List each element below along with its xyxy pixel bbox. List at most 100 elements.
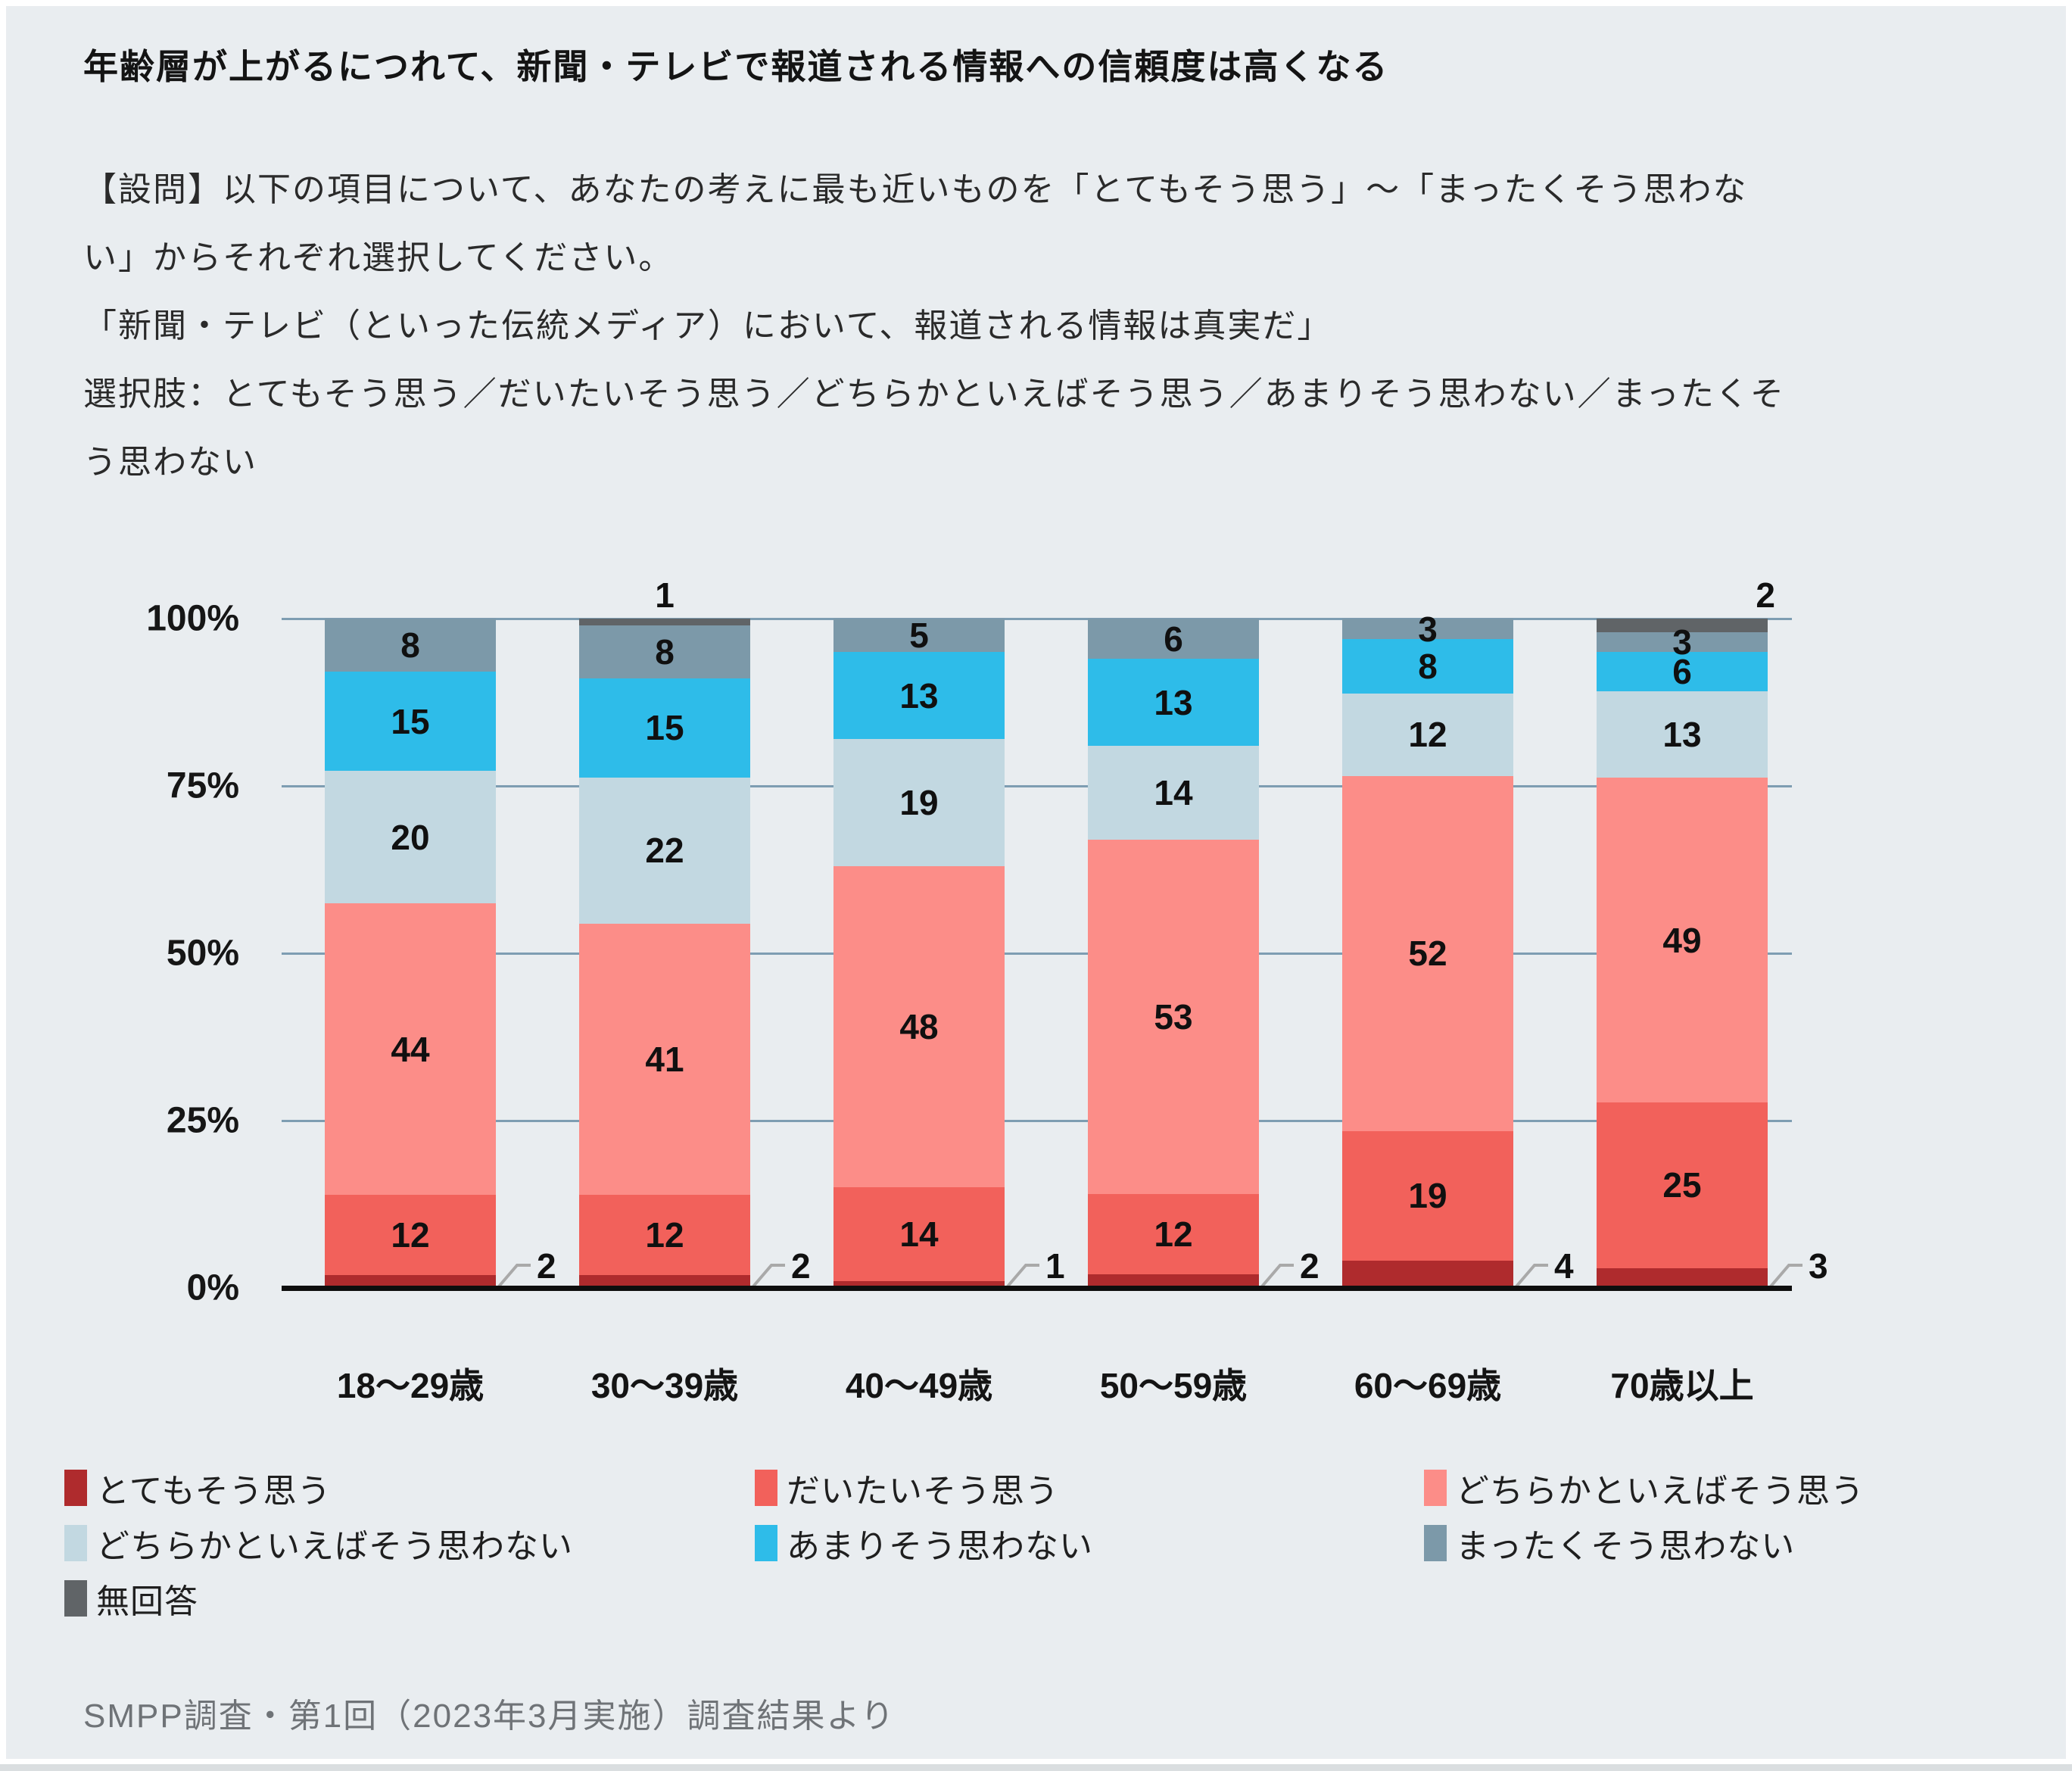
- bar-segment: 12: [1088, 1194, 1259, 1275]
- legend-swatch: [64, 1580, 87, 1617]
- bar-segment: [1342, 1260, 1513, 1288]
- bar-segment: 12: [1342, 694, 1513, 776]
- bar-segment: 49: [1597, 778, 1768, 1102]
- callout-value-label: 2: [791, 1246, 811, 1286]
- bar-segment: [833, 1281, 1005, 1288]
- bar-segment: [1597, 619, 1768, 632]
- question-line: い」からそれぞれ選択してください。: [83, 239, 674, 276]
- x-axis-category-label: 60〜69歳: [1354, 1366, 1502, 1405]
- segment-value-label: 14: [899, 1214, 939, 1255]
- bar-segment: 44: [325, 903, 496, 1196]
- bar-segment: [579, 1274, 750, 1288]
- bar-segment: 52: [1342, 775, 1513, 1131]
- segment-value-label: 20: [391, 817, 430, 857]
- gridline: [282, 618, 1792, 620]
- segment-value-label: 14: [1154, 772, 1193, 812]
- gridline: [282, 1120, 1792, 1122]
- segment-value-label: 19: [1408, 1176, 1447, 1216]
- bar-segment: [1597, 1267, 1768, 1288]
- leader-line-icon: [1260, 1264, 1294, 1288]
- segment-value-label: 8: [655, 631, 675, 672]
- bar-segment: 48: [833, 866, 1005, 1188]
- leader-line-icon: [752, 1264, 785, 1288]
- segment-value-label: 3: [1418, 609, 1438, 649]
- segment-value-label: 41: [645, 1040, 684, 1080]
- bar-segment: 8: [1342, 639, 1513, 694]
- bar-segment: 19: [833, 739, 1005, 867]
- bar-segment: 13: [1597, 691, 1768, 778]
- question-text: 【設問】以下の項目について、あなたの考えに最も近いものを「とてもそう思う」〜「ま…: [83, 156, 1976, 497]
- leader-line-icon: [1515, 1264, 1548, 1288]
- segment-value-label: 15: [391, 701, 430, 741]
- bottom-edge: [0, 1764, 2072, 1771]
- legend-item: どちらかといえばそう思わない: [64, 1519, 573, 1567]
- bar-segment: 14: [833, 1187, 1005, 1282]
- leader-line-icon: [1006, 1264, 1039, 1288]
- bar-segment: 15: [579, 678, 750, 778]
- bar-segment: 13: [1088, 659, 1259, 746]
- bar-segment: 53: [1088, 839, 1259, 1195]
- legend-swatch: [755, 1470, 777, 1506]
- legend-item-label: まったくそう思わない: [1456, 1528, 1796, 1565]
- gridline: [282, 785, 1792, 787]
- legend-item: まったくそう思わない: [1424, 1519, 1795, 1567]
- segment-value-label: 12: [645, 1214, 684, 1255]
- legend-item: 無回答: [64, 1574, 198, 1623]
- bar-30〜39歳: 2 12 41 22 15 8 1: [579, 578, 811, 1288]
- bar-segment: [325, 1274, 496, 1288]
- leader-line-icon: [1769, 1264, 1802, 1288]
- legend-item: あまりそう思わない: [755, 1519, 1093, 1567]
- bar-segment: 13: [833, 652, 1005, 740]
- callout-value-label: 2: [1300, 1246, 1320, 1286]
- legend-swatch: [64, 1470, 87, 1506]
- question-line: 「新聞・テレビ（といった伝統メディア）において、報道される情報は真実だ」: [83, 307, 1332, 345]
- bar-segment: 15: [325, 672, 496, 772]
- segment-value-label: 52: [1408, 934, 1447, 974]
- bar-segment: 5: [833, 618, 1005, 653]
- segment-value-label: 53: [1154, 996, 1193, 1037]
- segment-value-label: 48: [899, 1007, 939, 1047]
- legend-item: どちらかといえばそう思う: [1424, 1464, 1865, 1512]
- no-answer-value-label: 1: [655, 575, 675, 615]
- bar-segment: 12: [579, 1195, 750, 1275]
- segment-value-label: 13: [899, 675, 939, 716]
- stacked-bar-chart: 100% 75% 50% 25% 0% 2 12 44 20 15 8 18〜29歳 2 12 41 22 15…: [146, 578, 1827, 1405]
- x-axis-category-label: 30〜39歳: [590, 1366, 739, 1405]
- bar-segment: 3: [1342, 612, 1513, 647]
- legend-item: とてもそう思う: [64, 1464, 332, 1512]
- legend-item-label: だいたいそう思う: [787, 1473, 1059, 1510]
- legend-item: だいたいそう思う: [755, 1464, 1059, 1512]
- segment-value-label: 12: [1154, 1214, 1193, 1255]
- segment-value-label: 15: [645, 708, 684, 748]
- legend-item-label: どちらかといえばそう思う: [1456, 1473, 1865, 1510]
- gridline: [282, 953, 1792, 955]
- segment-value-label: 25: [1662, 1165, 1702, 1205]
- y-axis-tick-label: 0%: [186, 1267, 239, 1308]
- segment-value-label: 49: [1662, 920, 1702, 960]
- bar-segment: 12: [325, 1195, 496, 1275]
- legend-swatch: [1424, 1525, 1447, 1561]
- bar-segment: 20: [325, 771, 496, 904]
- legend-item-label: どちらかといえばそう思わない: [96, 1528, 573, 1565]
- x-axis-category-label: 50〜59歳: [1099, 1366, 1248, 1405]
- bar-segment: 19: [1342, 1130, 1513, 1261]
- question-line: 選択肢：とてもそう思う／だいたいそう思う／どちらかといえばそう思う／あまりそう思…: [83, 376, 1785, 413]
- segment-value-label: 3: [1672, 622, 1692, 662]
- callout-value-label: 2: [537, 1246, 556, 1286]
- bar-18〜29歳: 2 12 44 20 15 8: [325, 619, 556, 1288]
- segment-value-label: 8: [1418, 647, 1438, 687]
- question-line: う思わない: [83, 444, 257, 481]
- bar-60〜69歳: 4 19 52 12 8 3: [1342, 612, 1574, 1288]
- no-answer-value-label: 2: [1756, 575, 1775, 615]
- segment-value-label: 12: [1408, 715, 1447, 755]
- bar-segment: 25: [1597, 1102, 1768, 1268]
- source-note: SMPP調査・第1回（2023年3月実施）調査結果より: [83, 1698, 896, 1735]
- bar-segment: 6: [1597, 651, 1768, 692]
- legend-swatch: [755, 1525, 777, 1561]
- y-axis-tick-label: 50%: [166, 933, 239, 974]
- bar-segment: [579, 619, 750, 625]
- x-axis-line: [282, 1286, 1792, 1291]
- bar-40〜49歳: 1 14 48 19 13 5: [833, 618, 1065, 1288]
- bar-segment: 3: [1597, 625, 1768, 659]
- bar-segment: 22: [579, 778, 750, 924]
